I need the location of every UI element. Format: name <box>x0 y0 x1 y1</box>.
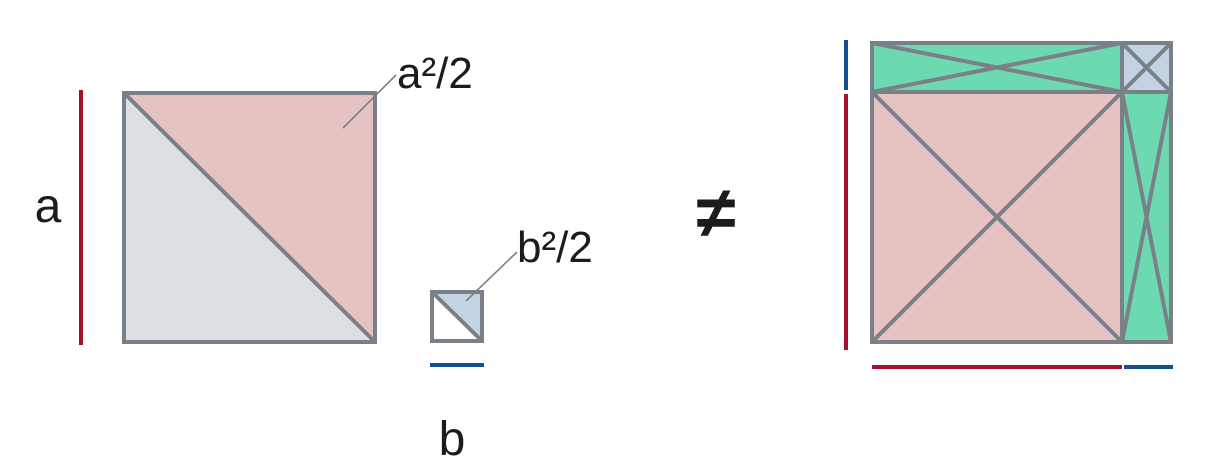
large-square-diagonal <box>122 91 377 344</box>
right-strip-diagonal-2 <box>1120 91 1173 343</box>
large-square <box>122 91 377 344</box>
top-strip-diagonal-2 <box>871 41 1123 94</box>
composite-outline <box>870 41 1173 344</box>
a-square-diagonal-2 <box>870 90 1124 344</box>
small-square-diagonal <box>430 290 484 343</box>
not-equal-sign: ≠ <box>696 173 736 253</box>
area-b-label: b²/2 <box>517 223 593 272</box>
composite-square <box>870 41 1173 344</box>
small-square-outline <box>430 290 484 343</box>
large-square-outline <box>122 91 377 344</box>
b-square-diagonal-2 <box>1120 41 1173 94</box>
small-square <box>430 290 484 343</box>
side-b-label: b <box>439 413 466 466</box>
area-a-label: a²/2 <box>397 49 473 98</box>
side-a-label: a <box>35 180 62 233</box>
area-a-leader <box>342 74 397 129</box>
area-b-leader <box>465 251 518 302</box>
